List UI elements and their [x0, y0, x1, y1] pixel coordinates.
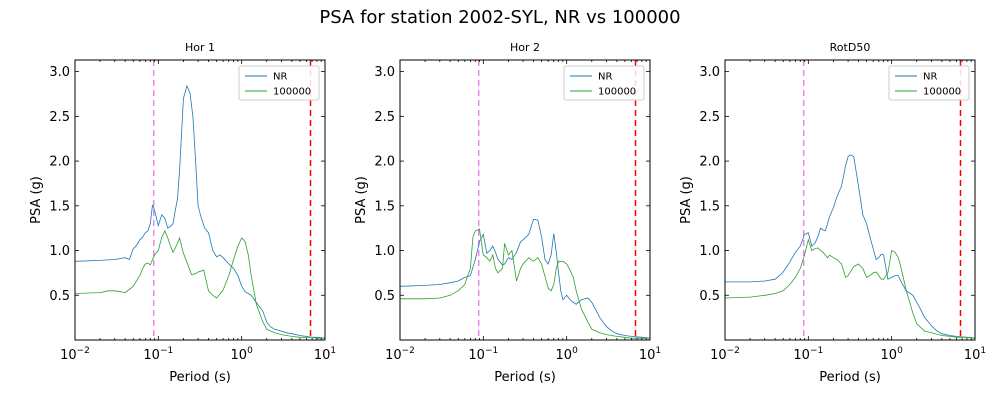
y-tick-label: 1.5 [49, 199, 70, 214]
x-tick-label: 101 [314, 346, 336, 363]
x-tick-label: 100 [231, 346, 254, 363]
y-tick-label: 2.5 [374, 110, 395, 125]
series-line-nr [75, 84, 325, 339]
y-tick-label: 1.5 [374, 199, 395, 214]
series-line-sim [725, 238, 975, 339]
legend-label: NR [923, 72, 937, 83]
x-axis-label: Period (s) [494, 370, 556, 385]
axes-frame [74, 59, 326, 341]
y-tick-label: 2.5 [699, 110, 720, 125]
subplot-title: RotD50 [830, 41, 871, 54]
x-tick-label: 10−2 [385, 346, 415, 363]
y-tick-label: 1.0 [49, 244, 70, 259]
x-tick-label: 10−2 [710, 346, 740, 363]
axes-frame [724, 59, 976, 341]
x-tick-label: 101 [639, 346, 661, 363]
x-tick-label: 100 [881, 346, 904, 363]
y-tick-label: 2.5 [49, 110, 70, 125]
series-line-nr [725, 154, 975, 339]
x-tick-label: 10−2 [60, 346, 90, 363]
legend-label: NR [598, 72, 612, 83]
x-axis-label: Period (s) [169, 370, 231, 385]
y-tick-label: 3.0 [49, 65, 70, 80]
y-tick-label: 1.5 [699, 199, 720, 214]
plot-area [400, 60, 650, 340]
legend: NR 100000 [888, 65, 970, 101]
chart-panel-1: Hor 1 10−2 10−1 100 101 0.5 1.0 1.5 2.0 2.5 3.0 Per… [29, 41, 336, 385]
y-axis-label: PSA (g) [679, 176, 694, 224]
y-tick-label: 2.0 [374, 155, 395, 170]
axes-frame [399, 59, 651, 341]
series-line-sim [400, 228, 650, 339]
y-tick-label: 2.0 [699, 155, 720, 170]
y-tick-label: 0.5 [374, 289, 395, 304]
series-line-sim [75, 229, 325, 339]
y-tick-label: 3.0 [699, 65, 720, 80]
legend-label: 100000 [923, 87, 961, 98]
x-tick-label: 100 [556, 346, 579, 363]
y-tick-label: 1.0 [374, 244, 395, 259]
y-tick-label: 0.5 [699, 289, 720, 304]
x-tick-label: 10−1 [793, 346, 823, 363]
legend-label: 100000 [598, 87, 636, 98]
y-tick-label: 1.0 [699, 244, 720, 259]
series-line-nr [400, 218, 650, 339]
y-tick-label: 3.0 [374, 65, 395, 80]
chart-panel-3: RotD50 10−2 10−1 100 101 0.5 1.0 1.5 2.0 2.5 3.0 Pe… [679, 41, 986, 385]
subplot-title: Hor 1 [185, 41, 215, 54]
panels: Hor 1 10−2 10−1 100 101 0.5 1.0 1.5 2.0 2.5 3.0 Per… [29, 41, 986, 385]
legend: NR 100000 [563, 65, 645, 101]
legend-label: 100000 [273, 87, 311, 98]
plot-area [75, 60, 325, 340]
x-tick-label: 101 [964, 346, 986, 363]
x-tick-label: 10−1 [468, 346, 498, 363]
plot-area [725, 60, 975, 340]
figure-title: PSA for station 2002-SYL, NR vs 100000 [319, 7, 680, 28]
x-axis-label: Period (s) [819, 370, 881, 385]
legend: NR 100000 [238, 65, 320, 101]
y-tick-label: 2.0 [49, 155, 70, 170]
legend-label: NR [273, 72, 287, 83]
x-tick-label: 10−1 [143, 346, 173, 363]
subplot-title: Hor 2 [510, 41, 540, 54]
y-axis-label: PSA (g) [29, 176, 44, 224]
y-axis-label: PSA (g) [354, 176, 369, 224]
y-tick-label: 0.5 [49, 289, 70, 304]
chart-panel-2: Hor 2 10−2 10−1 100 101 0.5 1.0 1.5 2.0 2.5 3.0 Per… [354, 41, 661, 385]
